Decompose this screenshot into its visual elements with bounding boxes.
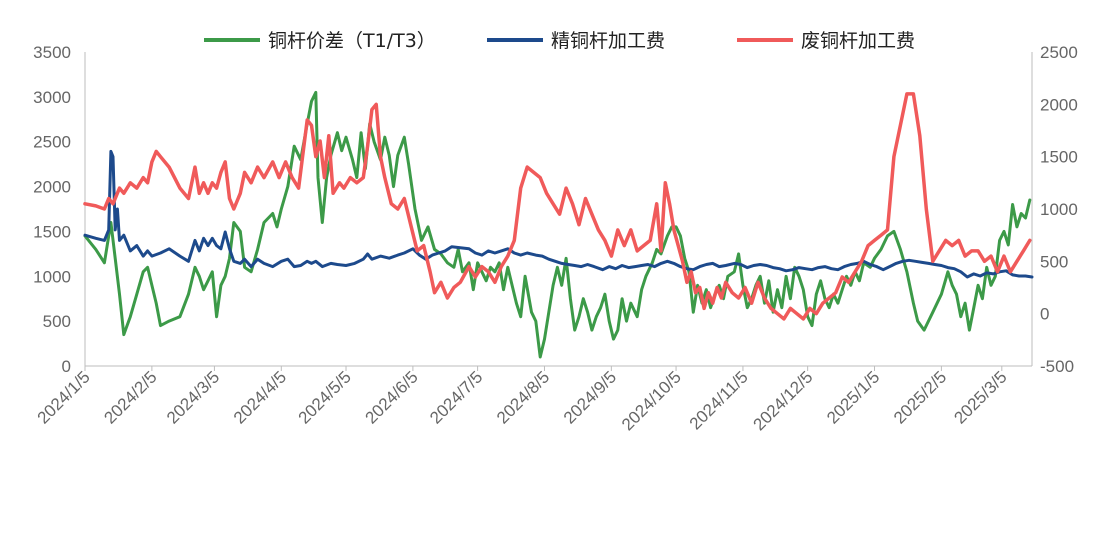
left-y-tick-label: 500 [43, 312, 71, 331]
legend-label-1: 铜杆价差（T1/T3） [268, 30, 436, 52]
series-line-2 [83, 149, 1034, 279]
x-tick-label: 2024/3/5 [163, 367, 223, 427]
left-y-tick-label: 2500 [33, 133, 71, 152]
legend-label-3: 废铜杆加工费 [801, 30, 915, 52]
x-tick-label: 2025/2/5 [890, 367, 950, 427]
x-tick-label: 2024/7/5 [426, 367, 486, 427]
left-y-tick-label: 0 [62, 357, 71, 376]
x-tick-label: 2024/10/5 [618, 367, 685, 434]
x-tick-label: 2025/1/5 [823, 367, 883, 427]
legend: 铜杆价差（T1/T3） 精铜杆加工费 废铜杆加工费 [204, 30, 915, 52]
left-y-axis: 0 500 1000 1500 2000 2500 3000 3500 [33, 43, 86, 376]
right-y-tick-label: 0 [1040, 305, 1049, 324]
right-y-tick-label: 1000 [1040, 200, 1078, 219]
x-tick-label: 2024/2/5 [100, 367, 160, 427]
right-y-tick-label: 1500 [1040, 148, 1078, 167]
right-y-tick-label: 500 [1040, 252, 1068, 271]
x-tick-label: 2024/11/5 [686, 367, 752, 433]
x-tick-label: 2024/8/5 [493, 367, 553, 427]
x-tick-label: 2024/5/5 [295, 367, 355, 427]
x-tick-label: 2024/1/5 [34, 367, 94, 427]
legend-label-2: 精铜杆加工费 [551, 30, 665, 52]
right-y-tick-label: -500 [1040, 357, 1074, 376]
left-y-tick-label: 3000 [33, 88, 71, 107]
x-tick-label: 2024/12/5 [750, 367, 817, 434]
left-y-tick-label: 3500 [33, 43, 71, 62]
right-y-tick-label: 2000 [1040, 95, 1078, 114]
x-tick-label: 2024/4/5 [230, 367, 290, 427]
x-axis: 2024/1/5 2024/2/5 2024/3/5 2024/4/5 2024/5/5… [34, 365, 1032, 434]
left-y-tick-label: 1500 [33, 222, 71, 241]
series-line-1 [83, 90, 1032, 359]
left-y-tick-label: 2000 [33, 178, 71, 197]
left-y-tick-label: 1000 [33, 267, 71, 286]
x-tick-label: 2024/9/5 [560, 367, 620, 427]
series-layer [83, 90, 1034, 359]
right-y-tick-label: 2500 [1040, 43, 1078, 62]
x-tick-label: 2024/6/5 [361, 367, 421, 427]
x-tick-label: 2025/3/5 [950, 367, 1010, 427]
right-y-axis: -500 0 500 1000 1500 2000 2500 [1031, 43, 1078, 376]
series-line-3 [83, 92, 1032, 321]
